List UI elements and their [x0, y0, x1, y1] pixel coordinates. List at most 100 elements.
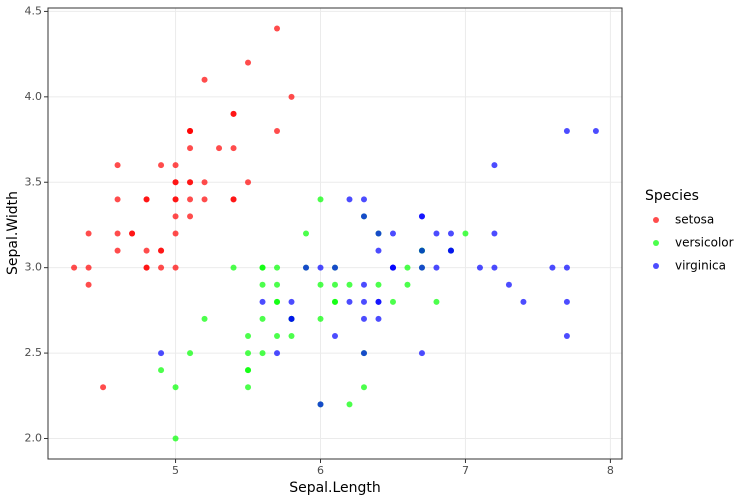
point	[158, 350, 165, 357]
point	[360, 213, 367, 220]
point	[245, 367, 252, 374]
point	[360, 350, 367, 357]
point	[288, 298, 295, 305]
point	[447, 247, 454, 254]
point	[172, 196, 179, 203]
point	[317, 401, 324, 408]
point	[274, 333, 281, 339]
legend-label: setosa	[675, 213, 714, 227]
point	[346, 196, 353, 203]
point	[187, 179, 194, 186]
point	[346, 298, 353, 305]
point	[187, 128, 194, 134]
point	[476, 264, 483, 271]
point	[520, 298, 527, 305]
point	[447, 230, 454, 237]
point	[187, 350, 194, 357]
point	[563, 264, 570, 271]
point	[549, 264, 556, 271]
point	[360, 315, 367, 322]
point	[245, 333, 252, 339]
legend-label: versicolor	[675, 236, 734, 250]
legend-title: Species	[645, 188, 699, 204]
point	[303, 264, 310, 271]
y-tick-label: 4.0	[25, 90, 43, 103]
point	[172, 230, 179, 237]
point	[245, 179, 252, 186]
x-axis-title: Sepal.Length	[289, 480, 381, 496]
point	[303, 230, 310, 237]
point	[360, 298, 367, 305]
point	[418, 247, 425, 254]
point	[389, 230, 396, 237]
point	[563, 128, 570, 134]
point	[274, 281, 281, 288]
point	[375, 281, 382, 288]
point	[274, 128, 281, 134]
point	[114, 196, 121, 203]
point	[505, 281, 512, 288]
x-tick-label: 7	[462, 464, 469, 477]
point	[187, 145, 194, 152]
point	[172, 435, 179, 442]
point	[187, 213, 194, 220]
point	[158, 264, 165, 271]
point	[172, 213, 179, 220]
y-tick-label: 3.0	[25, 261, 43, 274]
point	[360, 196, 367, 203]
point	[375, 315, 382, 322]
point	[332, 264, 338, 271]
point	[230, 196, 237, 203]
point	[288, 333, 295, 339]
point	[360, 281, 367, 288]
point	[332, 333, 338, 339]
point	[346, 401, 353, 408]
point	[360, 384, 367, 391]
point	[288, 315, 295, 322]
point	[592, 128, 599, 134]
point	[114, 162, 121, 169]
point	[375, 247, 382, 254]
point	[433, 264, 440, 271]
point	[389, 298, 396, 305]
point	[187, 196, 194, 203]
point	[389, 264, 396, 271]
point	[201, 315, 208, 322]
y-tick-label: 3.5	[25, 175, 43, 188]
point	[274, 298, 281, 305]
point	[129, 230, 136, 237]
x-tick-label: 5	[172, 464, 179, 477]
point	[71, 264, 78, 271]
plot-border	[47, 7, 623, 460]
point	[288, 93, 295, 100]
point	[274, 264, 281, 271]
point	[245, 350, 252, 357]
point	[274, 25, 281, 32]
y-tick-label: 4.5	[25, 4, 43, 17]
point	[317, 196, 324, 203]
point	[317, 315, 324, 322]
point	[245, 59, 252, 66]
legend-marker	[653, 263, 659, 269]
point	[433, 298, 440, 305]
point	[375, 298, 382, 305]
point	[375, 230, 382, 237]
point	[346, 281, 353, 288]
point	[216, 145, 223, 152]
point	[230, 264, 237, 271]
x-tick-label: 8	[607, 464, 614, 477]
point	[201, 196, 208, 203]
point	[462, 230, 469, 237]
point	[158, 162, 165, 169]
point	[114, 230, 121, 237]
point	[418, 213, 425, 220]
point	[201, 76, 208, 83]
point	[245, 384, 252, 391]
point	[172, 264, 179, 271]
point	[404, 264, 411, 271]
point	[259, 315, 266, 322]
point	[85, 281, 92, 288]
point	[332, 281, 338, 288]
point	[158, 367, 165, 374]
